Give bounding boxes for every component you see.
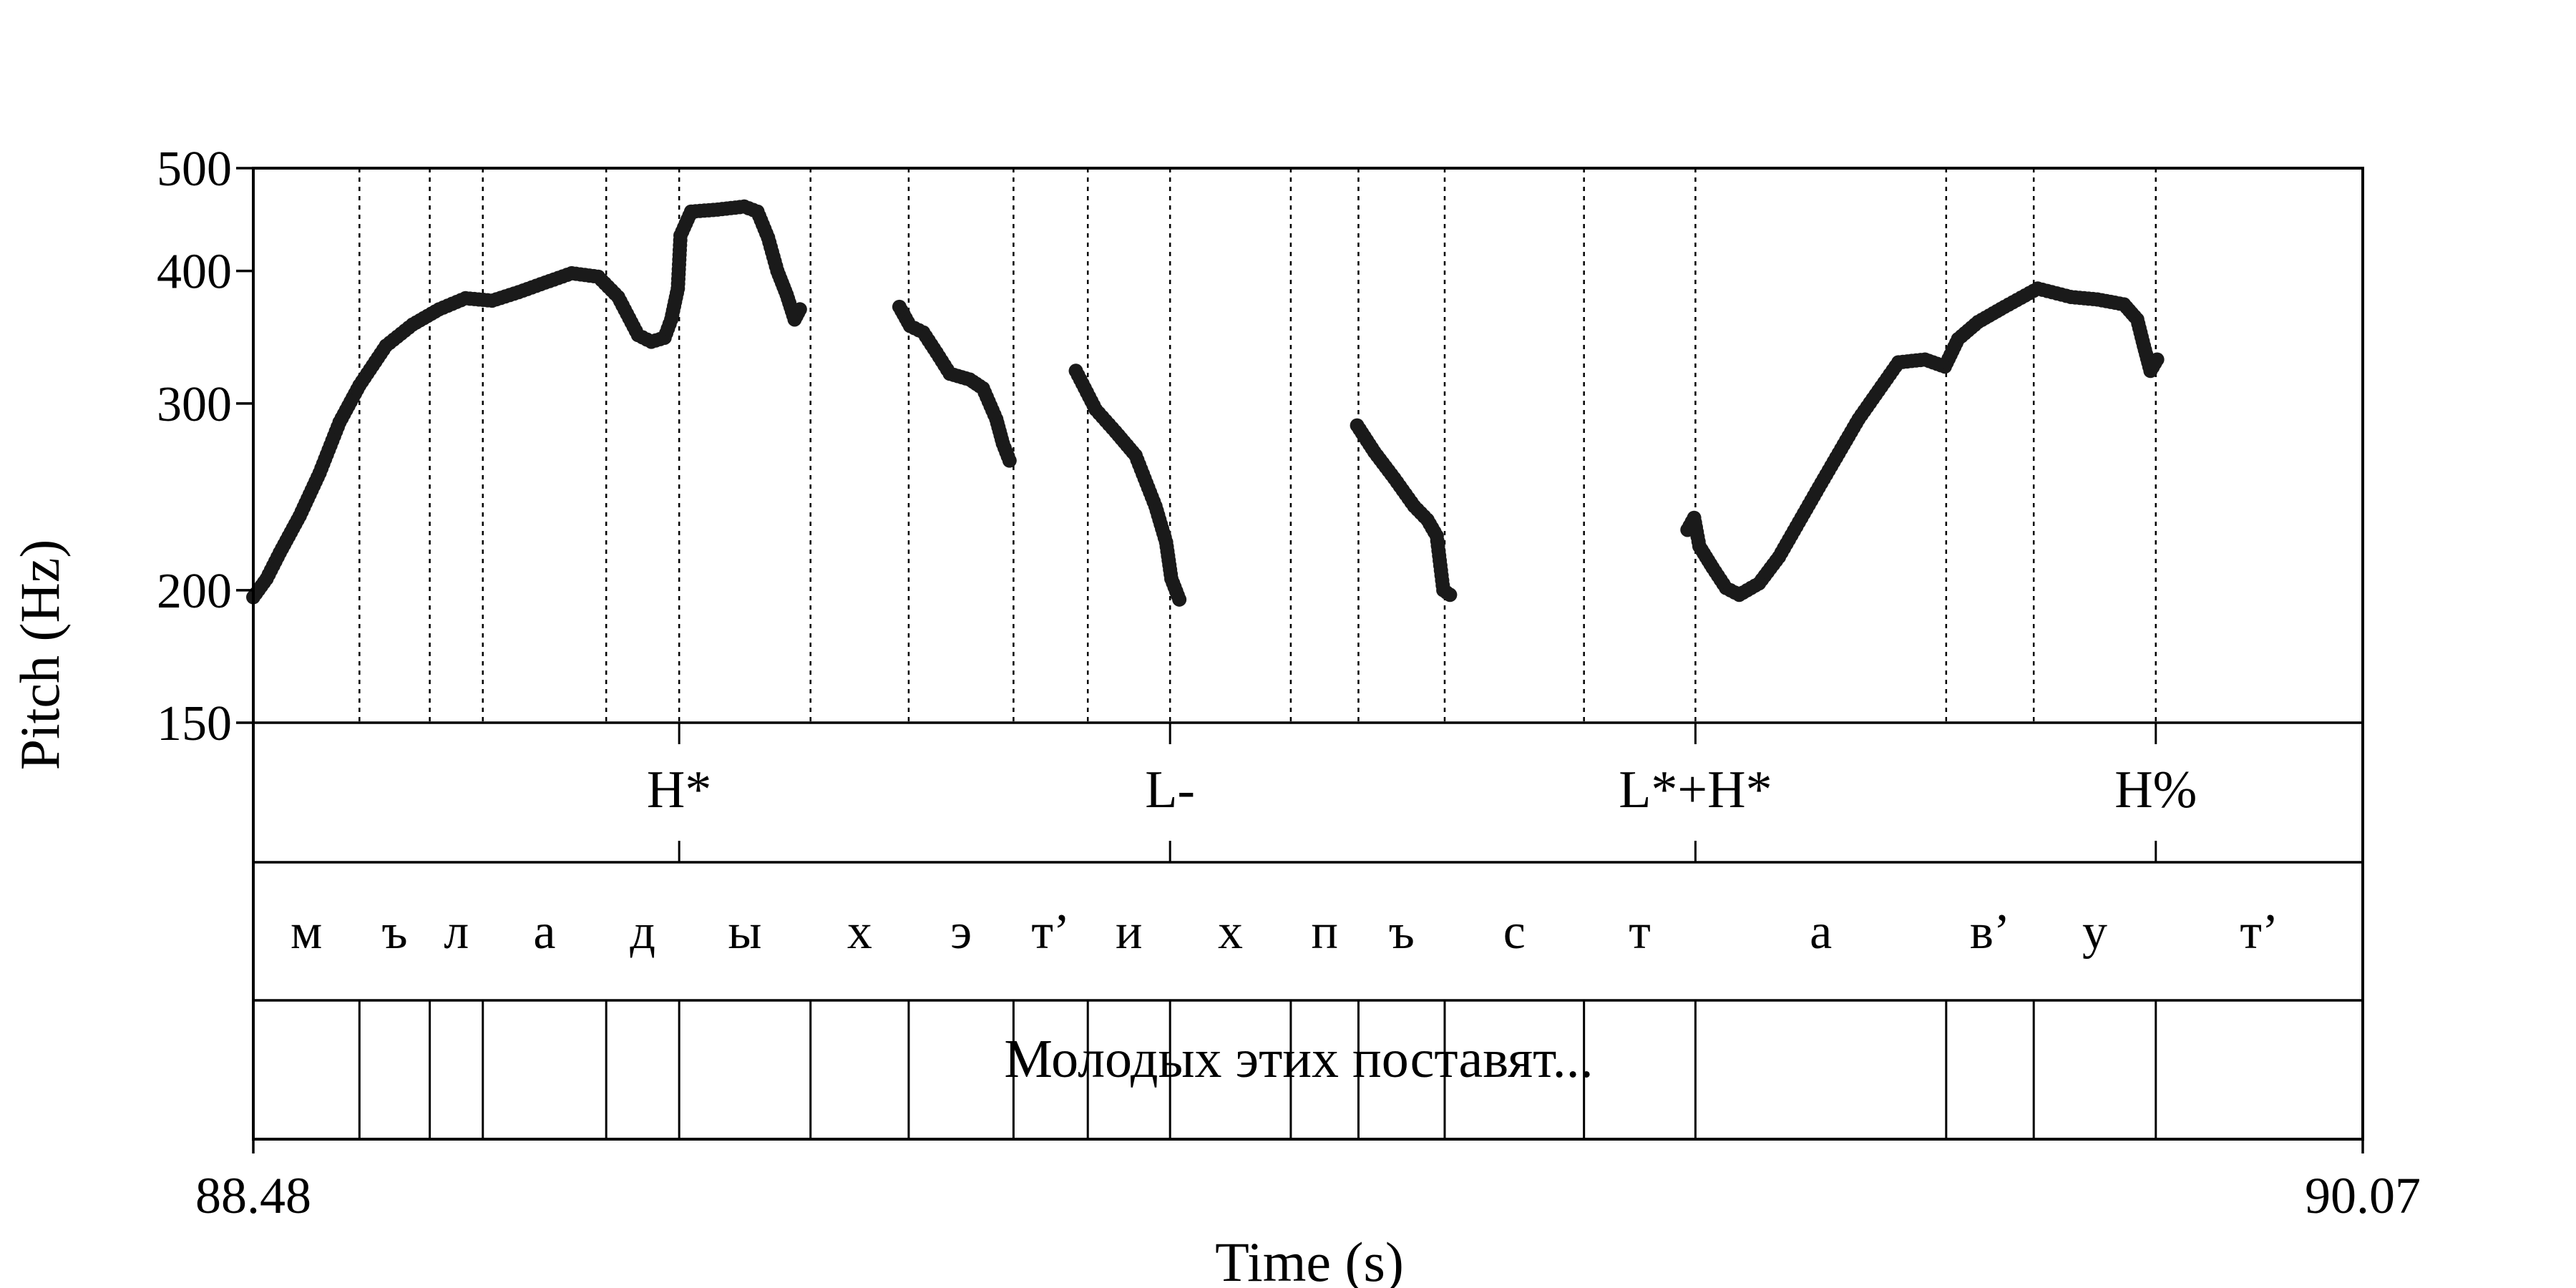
segment-label: ъ bbox=[381, 904, 407, 960]
pitch-point bbox=[1172, 592, 1187, 607]
segment-label: т bbox=[1629, 904, 1651, 960]
pitch-point bbox=[2150, 352, 2165, 367]
x-tick-label: 88.48 bbox=[195, 1167, 311, 1224]
y-tick-label: 150 bbox=[157, 696, 232, 751]
x-axis-ticks: 88.48 90.07 bbox=[195, 1139, 2421, 1224]
segment-label: м bbox=[291, 904, 322, 960]
segment-label: и bbox=[1116, 904, 1142, 960]
y-tick-label: 500 bbox=[157, 142, 232, 197]
segment-label: д bbox=[630, 904, 655, 960]
tone-label: L*+H* bbox=[1619, 761, 1772, 819]
tone-label: H* bbox=[647, 761, 711, 819]
pitch-point bbox=[792, 302, 807, 317]
segment-boundaries bbox=[358, 168, 2157, 1139]
segment-tier: м ъ л а д ы х э т’ и х п ъ с т а в’ у т’ bbox=[291, 904, 2278, 960]
segment-label: а bbox=[1810, 904, 1832, 960]
y-axis-title: Pitch (Hz) bbox=[9, 540, 71, 771]
segment-label: а bbox=[533, 904, 555, 960]
segment-label: у bbox=[2082, 904, 2107, 960]
y-axis-ticks: 150 200 300 400 500 bbox=[157, 142, 253, 751]
tone-tier: H* L- L*+H* H% bbox=[647, 723, 2197, 862]
y-tick-label: 400 bbox=[157, 245, 232, 300]
plot-border bbox=[252, 167, 2364, 1141]
segment-label: с bbox=[1503, 904, 1526, 960]
segment-label: х bbox=[1218, 904, 1243, 960]
segment-label: т’ bbox=[2240, 904, 2278, 960]
tone-label: H% bbox=[2114, 761, 2197, 819]
x-tick-label: 90.07 bbox=[2305, 1167, 2421, 1224]
pitch-point bbox=[1002, 453, 1017, 468]
y-tick-label: 200 bbox=[157, 564, 232, 619]
segment-label: в’ bbox=[1970, 904, 2010, 960]
x-axis-title: Time (s) bbox=[1215, 1231, 1404, 1288]
chart-frame bbox=[252, 167, 2364, 1141]
segment-label: л bbox=[444, 904, 469, 960]
pitch-points bbox=[246, 199, 2165, 607]
segment-label: э bbox=[950, 904, 972, 960]
phrase-label: Молодых этих поставят... bbox=[1004, 1029, 1593, 1089]
y-tick-label: 300 bbox=[157, 377, 232, 432]
segment-label: х bbox=[847, 904, 872, 960]
tone-label: L- bbox=[1145, 761, 1195, 819]
segment-label: ъ bbox=[1389, 904, 1415, 960]
segment-label: п bbox=[1311, 904, 1337, 960]
segment-label: т’ bbox=[1031, 904, 1070, 960]
pitch-point bbox=[1443, 587, 1458, 602]
segment-label: ы bbox=[728, 904, 761, 960]
